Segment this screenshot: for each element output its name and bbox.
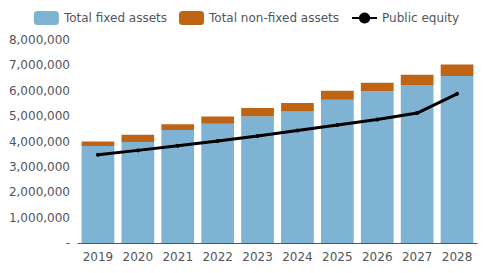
svg-text:Public equity: Public equity — [382, 11, 459, 25]
svg-text:2024: 2024 — [282, 250, 313, 264]
svg-text:8,000,000: 8,000,000 — [9, 33, 70, 47]
svg-text:7,000,000: 7,000,000 — [9, 58, 70, 72]
svg-text:Total fixed assets: Total fixed assets — [63, 11, 167, 25]
svg-text:2,000,000: 2,000,000 — [9, 185, 70, 199]
svg-text:2022: 2022 — [202, 250, 233, 264]
svg-text:2027: 2027 — [402, 250, 433, 264]
svg-text:2028: 2028 — [442, 250, 473, 264]
svg-text:4,000,000: 4,000,000 — [9, 135, 70, 149]
svg-text:-: - — [66, 236, 70, 250]
svg-text:2025: 2025 — [322, 250, 353, 264]
svg-text:2020: 2020 — [123, 250, 154, 264]
svg-text:3,000,000: 3,000,000 — [9, 160, 70, 174]
svg-text:1,000,000: 1,000,000 — [9, 211, 70, 225]
svg-text:2026: 2026 — [362, 250, 393, 264]
svg-text:2021: 2021 — [162, 250, 193, 264]
svg-text:2023: 2023 — [242, 250, 273, 264]
svg-text:Total non-fixed assets: Total non-fixed assets — [208, 11, 339, 25]
svg-text:5,000,000: 5,000,000 — [9, 109, 70, 123]
svg-text:2019: 2019 — [83, 250, 114, 264]
svg-text:6,000,000: 6,000,000 — [9, 84, 70, 98]
